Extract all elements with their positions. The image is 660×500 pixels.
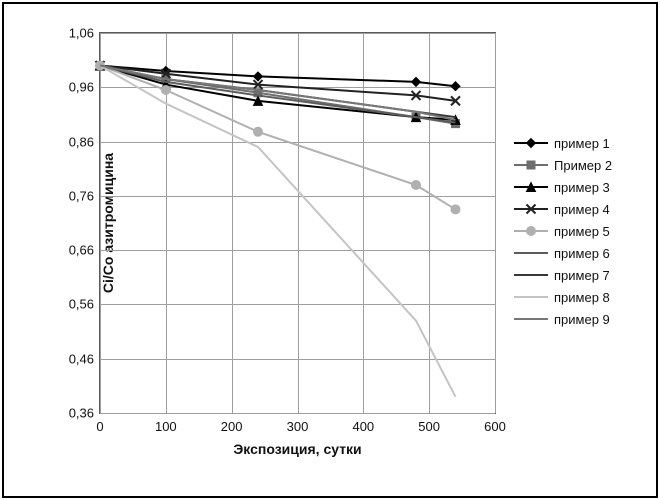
legend-item: пример 4	[514, 198, 612, 220]
legend-swatch	[514, 267, 548, 283]
x-tick-label: 200	[221, 419, 243, 434]
legend-item: пример 6	[514, 242, 612, 264]
y-tick-label: 0,86	[69, 134, 94, 149]
y-tick-label: 0,46	[69, 351, 94, 366]
y-tick-label: 0,96	[69, 80, 94, 95]
legend: пример 1 Пример 2 пример 3 пример 4 пример 5…	[514, 132, 612, 330]
x-axis-title: Экспозиция, сутки	[233, 441, 361, 457]
y-tick-label: 0,56	[69, 297, 94, 312]
legend-item: Пример 2	[514, 154, 612, 176]
x-tick-label: 400	[352, 419, 374, 434]
legend-swatch	[514, 311, 548, 327]
legend-item: пример 9	[514, 308, 612, 330]
legend-swatch	[514, 223, 548, 239]
x-tick-label: 500	[418, 419, 440, 434]
y-tick-label: 0,76	[69, 188, 94, 203]
legend-swatch	[514, 179, 548, 195]
legend-item: пример 5	[514, 220, 612, 242]
legend-label: пример 4	[554, 202, 610, 217]
legend-label: пример 3	[554, 180, 610, 195]
legend-label: пример 5	[554, 224, 610, 239]
legend-swatch	[514, 201, 548, 217]
x-tick-label: 0	[96, 419, 103, 434]
legend-swatch	[514, 245, 548, 261]
legend-swatch	[514, 135, 548, 151]
gridline-v	[495, 33, 496, 413]
legend-label: пример 6	[554, 246, 610, 261]
chart-frame: Ci/Co азитромицина Экспозиция, сутки 0,3…	[2, 2, 658, 498]
x-tick-label: 600	[484, 419, 506, 434]
y-tick-label: 1,06	[69, 26, 94, 41]
x-tick-label: 300	[287, 419, 309, 434]
legend-item: пример 8	[514, 286, 612, 308]
legend-label: пример 9	[554, 312, 610, 327]
legend-label: пример 8	[554, 290, 610, 305]
legend-label: пример 7	[554, 268, 610, 283]
plot-area: Ci/Co азитромицина Экспозиция, сутки 0,3…	[99, 32, 496, 414]
gridline-h	[100, 413, 495, 414]
y-tick-label: 0,36	[69, 406, 94, 421]
legend-item: пример 1	[514, 132, 612, 154]
series-line	[100, 33, 495, 413]
legend-label: Пример 2	[554, 158, 612, 173]
legend-swatch	[514, 289, 548, 305]
y-tick-label: 0,66	[69, 243, 94, 258]
legend-item: пример 3	[514, 176, 612, 198]
x-tick-label: 100	[155, 419, 177, 434]
legend-swatch	[514, 157, 548, 173]
legend-item: пример 7	[514, 264, 612, 286]
legend-label: пример 1	[554, 136, 610, 151]
